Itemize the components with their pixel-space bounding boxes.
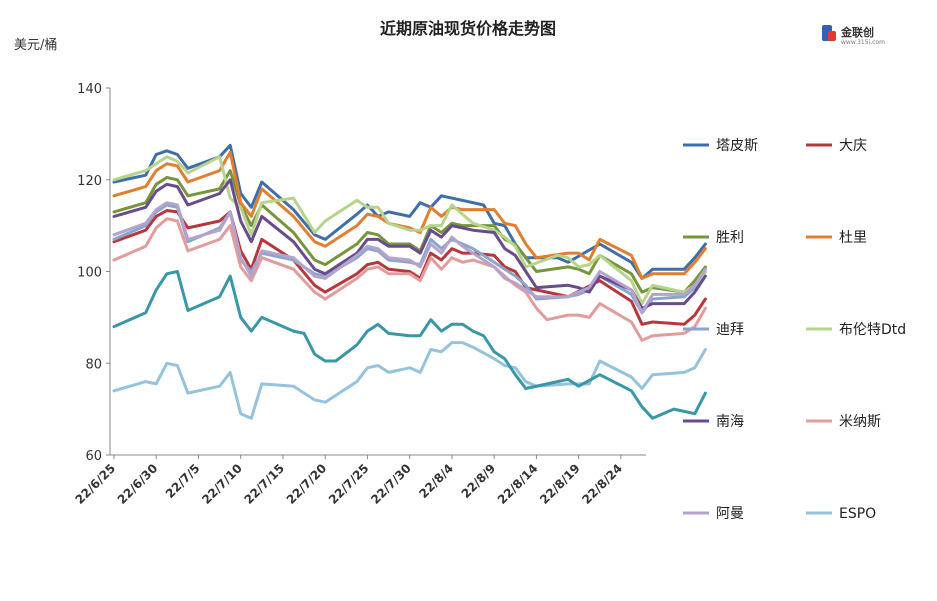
legend-label: 杜里	[839, 230, 867, 246]
y-tick-label: 100	[77, 266, 102, 281]
x-tick-label: 22/7/25	[326, 461, 372, 507]
x-tick-label: 22/7/15	[241, 461, 287, 507]
y-tick-label: 80	[85, 357, 102, 372]
legend-label: 胜利	[716, 230, 744, 246]
x-tick-label: 22/7/20	[284, 461, 330, 507]
series-layer	[112, 143, 707, 420]
y-tick-label: 140	[77, 82, 102, 97]
legend-label: 南海	[716, 414, 744, 430]
legend-label: 布伦特Dtd	[839, 322, 906, 338]
series-line-7	[112, 217, 707, 342]
series-line-8	[112, 201, 707, 315]
series-line-5	[112, 155, 707, 306]
x-tick-label: 22/6/30	[115, 461, 161, 507]
logo-text: 金联创	[840, 25, 874, 39]
series-line-9	[112, 341, 707, 420]
legend-label: 大庆	[839, 138, 867, 154]
x-tick-label: 22/8/9	[459, 461, 499, 501]
logo-mark-accent	[828, 31, 836, 41]
x-tick-label: 22/7/30	[368, 461, 414, 507]
x-tick-label: 22/7/10	[199, 461, 245, 507]
y-axis-unit: 美元/桶	[14, 38, 57, 53]
logo: 金联创 www.315i.com	[822, 25, 885, 46]
x-tick-label: 22/6/25	[73, 461, 119, 507]
series-line-6	[112, 178, 707, 310]
legend-label: 迪拜	[716, 322, 744, 338]
legend-label: 阿曼	[716, 506, 744, 522]
legend-label: 塔皮斯	[716, 138, 758, 154]
chart-title: 近期原油现货价格走势图	[380, 19, 556, 38]
x-tick-label: 22/8/14	[495, 461, 541, 507]
legend-label: ESPO	[839, 506, 876, 522]
x-tick-label: 22/8/19	[537, 461, 583, 507]
y-tick-label: 60	[85, 449, 102, 464]
legend-label: 米纳斯	[839, 414, 881, 430]
x-tick-label: 22/8/4	[416, 461, 456, 501]
logo-url: www.315i.com	[841, 39, 885, 46]
x-tick-label: 22/7/5	[163, 461, 203, 501]
series-line-3	[112, 150, 707, 280]
y-tick-label: 120	[77, 174, 102, 189]
x-tick-label: 22/8/24	[579, 461, 625, 507]
series-line-10	[112, 270, 707, 420]
